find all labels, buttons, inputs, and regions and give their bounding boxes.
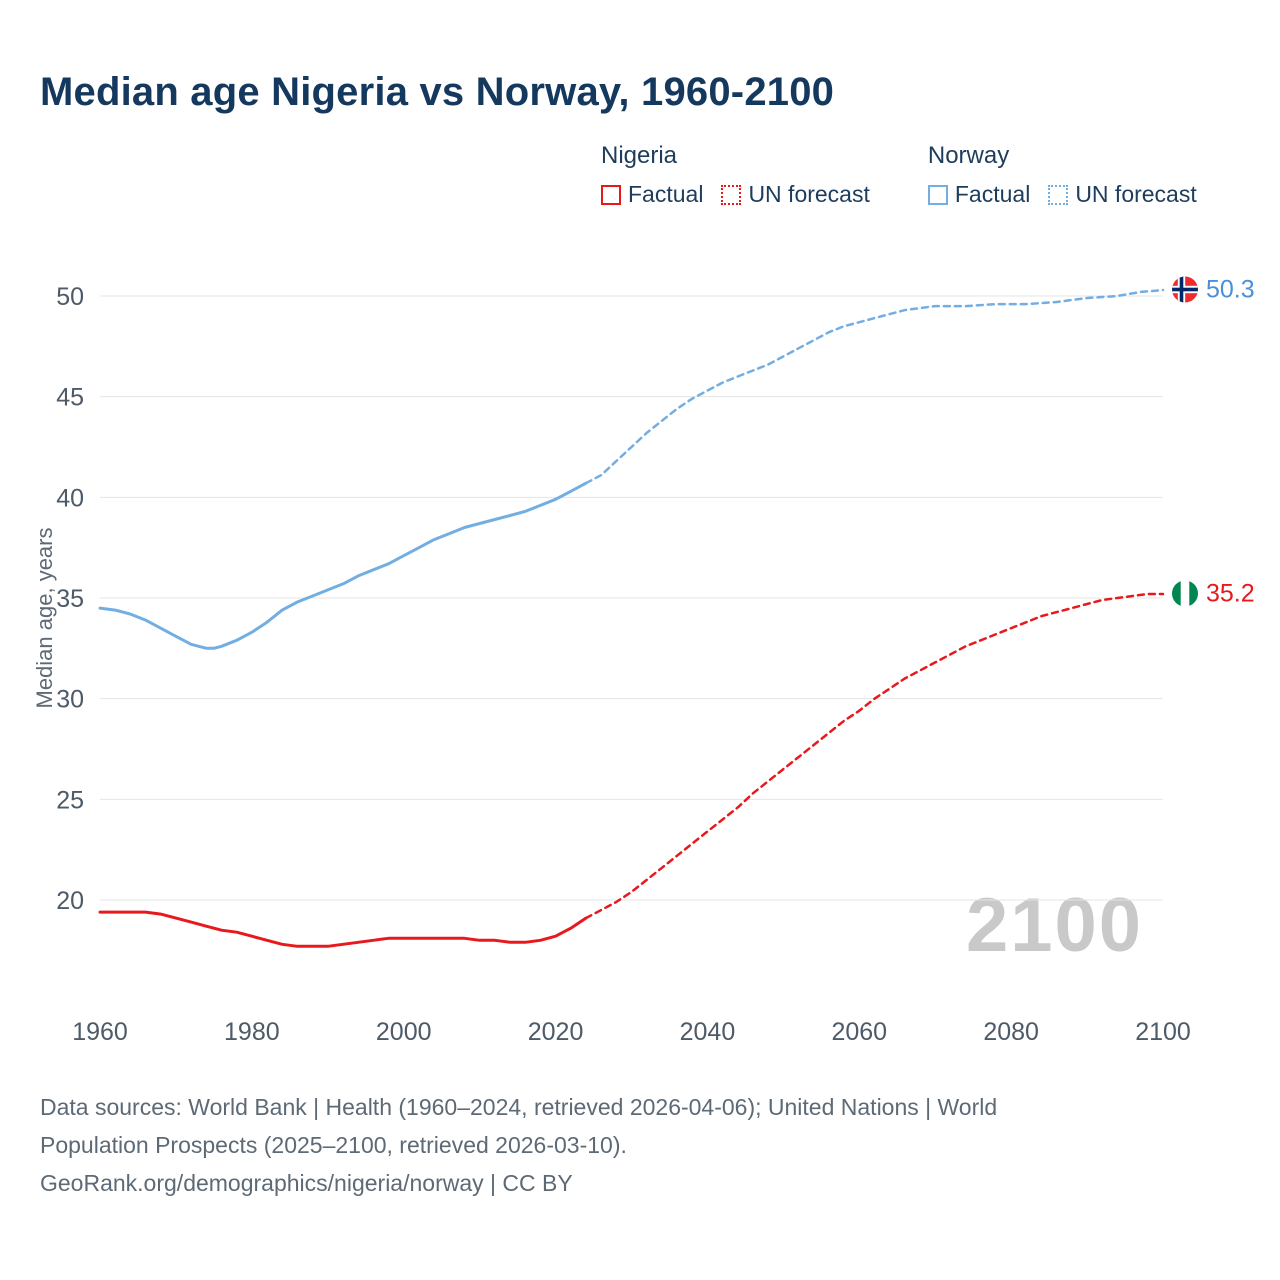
legend-item-nigeria-forecast: UN forecast — [721, 181, 870, 208]
x-tick-label: 1960 — [72, 1018, 128, 1046]
footer-link: GeoRank.org/demographics/nigeria/norway … — [40, 1170, 573, 1196]
end-value-nigeria: 35.2 — [1206, 579, 1255, 608]
chart-canvas: 20 25 30 35 40 45 50 1960 1980 2000 2020 2040 2060 20… — [56, 283, 1191, 1046]
y-tick-label: 20 — [56, 887, 84, 915]
legend-group-norway: Norway Factual UN forecast — [927, 142, 1197, 208]
series-nigeria-factual — [98, 910, 588, 948]
series-norway-forecast — [584, 288, 1165, 485]
legend-item-label: UN forecast — [1075, 181, 1197, 207]
y-tick-label: 50 — [56, 283, 84, 311]
x-tick-label: 1980 — [224, 1018, 280, 1046]
end-value-norway: 50.3 — [1206, 275, 1255, 304]
norway-forecast-swatch-icon — [1048, 184, 1069, 205]
legend-item-nigeria-factual: Factual — [601, 181, 703, 208]
legend-item-label: Factual — [628, 181, 704, 207]
x-tick-label: 2080 — [983, 1018, 1039, 1046]
x-tick-label: 2000 — [376, 1018, 432, 1046]
legend-group-nigeria: Nigeria Factual UN forecast — [601, 142, 870, 208]
nigeria-flag-icon — [1172, 580, 1198, 607]
legend: Nigeria Factual UN forecast Norway Factu… — [601, 142, 1197, 208]
page-title: Median age Nigeria vs Norway, 1960-2100 — [40, 70, 835, 114]
footer-line: Population Prospects (2025–2100, retriev… — [40, 1132, 627, 1158]
norway-flag-icon — [1172, 276, 1198, 303]
y-tick-label: 35 — [56, 585, 84, 613]
legend-item-norway-forecast: UN forecast — [1048, 181, 1197, 208]
end-label-norway: 50.3 — [1172, 275, 1255, 304]
data-sources-footer: Data sources: World Bank | Health (1960–… — [40, 1088, 1220, 1202]
watermark-year: 2100 — [966, 883, 1144, 968]
x-tick-label: 2020 — [528, 1018, 584, 1046]
y-tick-label: 40 — [56, 484, 84, 512]
nigeria-forecast-swatch-icon — [721, 184, 742, 205]
legend-group-title-norway: Norway — [927, 142, 1010, 169]
legend-item-norway-factual: Factual — [927, 181, 1031, 208]
series-norway-factual — [98, 481, 588, 650]
nigeria-factual-swatch-icon — [601, 184, 621, 205]
y-tick-label: 45 — [56, 384, 84, 412]
legend-item-label: UN forecast — [748, 181, 870, 207]
y-tick-label: 25 — [56, 786, 84, 814]
x-tick-label: 2060 — [831, 1018, 887, 1046]
y-axis-label: Median age, years — [32, 527, 57, 709]
y-tick-label: 30 — [56, 686, 84, 714]
x-tick-label: 2040 — [680, 1018, 736, 1046]
series-nigeria-forecast — [584, 592, 1165, 920]
footer-line: Data sources: World Bank | Health (1960–… — [40, 1094, 998, 1120]
norway-factual-swatch-icon — [927, 184, 948, 205]
end-label-nigeria: 35.2 — [1172, 579, 1255, 608]
x-tick-label: 2100 — [1135, 1018, 1191, 1046]
legend-group-title-nigeria: Nigeria — [601, 142, 678, 169]
legend-item-label: Factual — [954, 181, 1031, 207]
